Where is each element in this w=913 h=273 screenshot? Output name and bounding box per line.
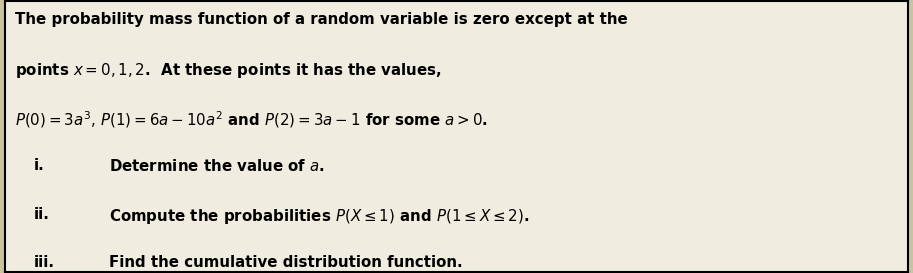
Text: i.: i. — [34, 158, 44, 173]
Text: points $x = 0, 1, 2$.  At these points it has the values,: points $x = 0, 1, 2$. At these points it… — [16, 61, 442, 80]
Text: $P(0) = 3a^3,\, P(1) = 6a - 10a^2$ and $P(2) = 3a - 1$ for some $a > 0$.: $P(0) = 3a^3,\, P(1) = 6a - 10a^2$ and $… — [16, 109, 488, 130]
Text: The probability mass function of a random variable is zero except at the: The probability mass function of a rando… — [16, 12, 628, 27]
Text: Determine the value of $a$.: Determine the value of $a$. — [109, 158, 324, 174]
Text: Find the cumulative distribution function.: Find the cumulative distribution functio… — [109, 256, 462, 271]
Text: Compute the probabilities $P(X \leq 1)$ and $P(1 \leq X \leq 2)$.: Compute the probabilities $P(X \leq 1)$ … — [109, 207, 529, 226]
Text: ii.: ii. — [34, 207, 49, 222]
Text: iii.: iii. — [34, 256, 55, 271]
